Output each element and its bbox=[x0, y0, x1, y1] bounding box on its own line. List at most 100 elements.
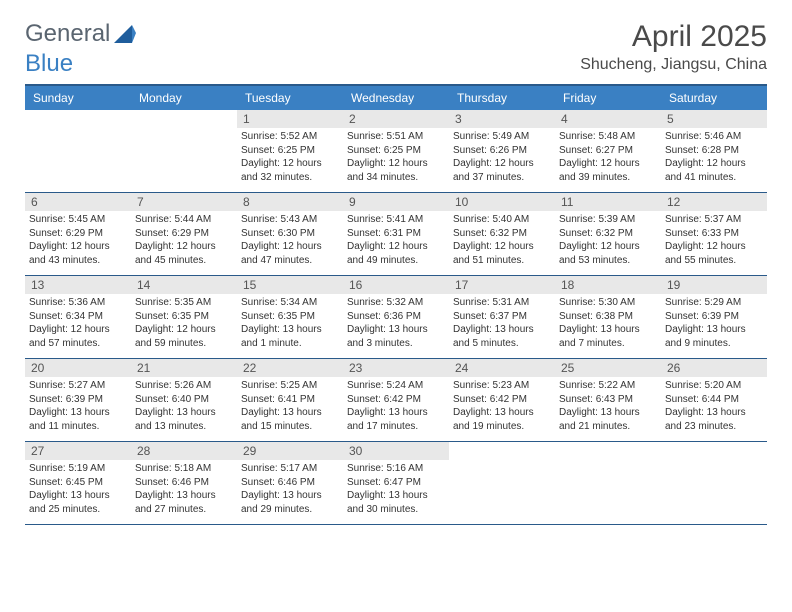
calendar-cell: 8Sunrise: 5:43 AMSunset: 6:30 PMDaylight… bbox=[237, 193, 343, 276]
day-details: Sunrise: 5:32 AMSunset: 6:36 PMDaylight:… bbox=[343, 294, 449, 352]
calendar-cell: 3Sunrise: 5:49 AMSunset: 6:26 PMDaylight… bbox=[449, 110, 555, 193]
daylight: Daylight: 12 hours and 51 minutes. bbox=[453, 240, 549, 267]
calendar-cell: 9Sunrise: 5:41 AMSunset: 6:31 PMDaylight… bbox=[343, 193, 449, 276]
daylight: Daylight: 13 hours and 11 minutes. bbox=[29, 406, 125, 433]
day-number: 5 bbox=[661, 110, 767, 128]
sunrise: Sunrise: 5:30 AM bbox=[559, 296, 655, 310]
sunrise: Sunrise: 5:51 AM bbox=[347, 130, 443, 144]
sunset: Sunset: 6:30 PM bbox=[241, 227, 337, 241]
day-details: Sunrise: 5:40 AMSunset: 6:32 PMDaylight:… bbox=[449, 211, 555, 269]
col-wednesday: Wednesday bbox=[343, 85, 449, 110]
sunset: Sunset: 6:32 PM bbox=[453, 227, 549, 241]
sunset: Sunset: 6:39 PM bbox=[29, 393, 125, 407]
day-number: 22 bbox=[237, 359, 343, 377]
sunrise: Sunrise: 5:48 AM bbox=[559, 130, 655, 144]
day-number: 9 bbox=[343, 193, 449, 211]
col-sunday: Sunday bbox=[25, 85, 131, 110]
daylight: Daylight: 12 hours and 55 minutes. bbox=[665, 240, 761, 267]
calendar-cell: 5Sunrise: 5:46 AMSunset: 6:28 PMDaylight… bbox=[661, 110, 767, 193]
day-number: 21 bbox=[131, 359, 237, 377]
day-details: Sunrise: 5:30 AMSunset: 6:38 PMDaylight:… bbox=[555, 294, 661, 352]
daylight: Daylight: 13 hours and 3 minutes. bbox=[347, 323, 443, 350]
calendar-cell: 11Sunrise: 5:39 AMSunset: 6:32 PMDayligh… bbox=[555, 193, 661, 276]
daylight: Daylight: 13 hours and 15 minutes. bbox=[241, 406, 337, 433]
sunrise: Sunrise: 5:36 AM bbox=[29, 296, 125, 310]
sunset: Sunset: 6:36 PM bbox=[347, 310, 443, 324]
day-details: Sunrise: 5:37 AMSunset: 6:33 PMDaylight:… bbox=[661, 211, 767, 269]
day-details: Sunrise: 5:45 AMSunset: 6:29 PMDaylight:… bbox=[25, 211, 131, 269]
day-number: 7 bbox=[131, 193, 237, 211]
sunset: Sunset: 6:27 PM bbox=[559, 144, 655, 158]
sunset: Sunset: 6:34 PM bbox=[29, 310, 125, 324]
day-details: Sunrise: 5:44 AMSunset: 6:29 PMDaylight:… bbox=[131, 211, 237, 269]
daylight: Daylight: 12 hours and 45 minutes. bbox=[135, 240, 231, 267]
daylight: Daylight: 12 hours and 41 minutes. bbox=[665, 157, 761, 184]
calendar-cell: 16Sunrise: 5:32 AMSunset: 6:36 PMDayligh… bbox=[343, 276, 449, 359]
day-number: 18 bbox=[555, 276, 661, 294]
day-number: 4 bbox=[555, 110, 661, 128]
sunrise: Sunrise: 5:39 AM bbox=[559, 213, 655, 227]
calendar-week: 20Sunrise: 5:27 AMSunset: 6:39 PMDayligh… bbox=[25, 359, 767, 442]
day-number: 16 bbox=[343, 276, 449, 294]
sunrise: Sunrise: 5:29 AM bbox=[665, 296, 761, 310]
sunrise: Sunrise: 5:17 AM bbox=[241, 462, 337, 476]
day-number: 6 bbox=[25, 193, 131, 211]
daylight: Daylight: 12 hours and 34 minutes. bbox=[347, 157, 443, 184]
calendar-table: Sunday Monday Tuesday Wednesday Thursday… bbox=[25, 84, 767, 525]
calendar-cell: 4Sunrise: 5:48 AMSunset: 6:27 PMDaylight… bbox=[555, 110, 661, 193]
col-thursday: Thursday bbox=[449, 85, 555, 110]
day-number: 23 bbox=[343, 359, 449, 377]
day-number: 13 bbox=[25, 276, 131, 294]
sunset: Sunset: 6:45 PM bbox=[29, 476, 125, 490]
sunrise: Sunrise: 5:24 AM bbox=[347, 379, 443, 393]
sunrise: Sunrise: 5:27 AM bbox=[29, 379, 125, 393]
calendar-cell: 7Sunrise: 5:44 AMSunset: 6:29 PMDaylight… bbox=[131, 193, 237, 276]
day-number: 15 bbox=[237, 276, 343, 294]
calendar-cell: 27Sunrise: 5:19 AMSunset: 6:45 PMDayligh… bbox=[25, 442, 131, 525]
calendar-week: 13 Sunrise: 5:36 AMSunset: 6:34 PM Dayligh… bbox=[25, 276, 767, 359]
sunset: Sunset: 6:26 PM bbox=[453, 144, 549, 158]
header-row: Sunday Monday Tuesday Wednesday Thursday… bbox=[25, 85, 767, 110]
sunset: Sunset: 6:35 PM bbox=[241, 310, 337, 324]
daylight: Daylight: 12 hours and 43 minutes. bbox=[29, 240, 125, 267]
sunset: Sunset: 6:46 PM bbox=[241, 476, 337, 490]
sunrise: Sunrise: 5:44 AM bbox=[135, 213, 231, 227]
calendar-cell bbox=[661, 442, 767, 525]
logo-triangle-icon bbox=[114, 25, 136, 43]
sunset: Sunset: 6:29 PM bbox=[29, 227, 125, 241]
day-number: 8 bbox=[237, 193, 343, 211]
sunset: Sunset: 6:32 PM bbox=[559, 227, 655, 241]
sunset: Sunset: 6:29 PM bbox=[135, 227, 231, 241]
logo-text-1: General bbox=[25, 20, 110, 48]
sunset: Sunset: 6:39 PM bbox=[665, 310, 761, 324]
daylight: Daylight: 12 hours and 49 minutes. bbox=[347, 240, 443, 267]
calendar-cell: 2Sunrise: 5:51 AMSunset: 6:25 PMDaylight… bbox=[343, 110, 449, 193]
sunset: Sunset: 6:42 PM bbox=[347, 393, 443, 407]
sunset: Sunset: 6:44 PM bbox=[665, 393, 761, 407]
daylight: Daylight: 13 hours and 19 minutes. bbox=[453, 406, 549, 433]
calendar-cell bbox=[131, 110, 237, 193]
day-number: 11 bbox=[555, 193, 661, 211]
sunrise: Sunrise: 5:18 AM bbox=[135, 462, 231, 476]
daylight: Daylight: 13 hours and 7 minutes. bbox=[559, 323, 655, 350]
calendar-cell: 6Sunrise: 5:45 AMSunset: 6:29 PMDaylight… bbox=[25, 193, 131, 276]
sunrise: Sunrise: 5:22 AM bbox=[559, 379, 655, 393]
daylight: Daylight: 12 hours and 59 minutes. bbox=[135, 323, 231, 350]
sunrise: Sunrise: 5:31 AM bbox=[453, 296, 549, 310]
calendar-cell bbox=[555, 442, 661, 525]
calendar-cell: 14Sunrise: 5:35 AMSunset: 6:35 PMDayligh… bbox=[131, 276, 237, 359]
col-saturday: Saturday bbox=[661, 85, 767, 110]
calendar-week: 27Sunrise: 5:19 AMSunset: 6:45 PMDayligh… bbox=[25, 442, 767, 525]
daylight: Daylight: 13 hours and 25 minutes. bbox=[29, 489, 125, 516]
daylight: Daylight: 13 hours and 9 minutes. bbox=[665, 323, 761, 350]
sunset: Sunset: 6:46 PM bbox=[135, 476, 231, 490]
day-details: Sunrise: 5:27 AMSunset: 6:39 PMDaylight:… bbox=[25, 377, 131, 435]
sunrise: Sunrise: 5:25 AM bbox=[241, 379, 337, 393]
calendar-cell: 20Sunrise: 5:27 AMSunset: 6:39 PMDayligh… bbox=[25, 359, 131, 442]
calendar-cell: 17Sunrise: 5:31 AMSunset: 6:37 PMDayligh… bbox=[449, 276, 555, 359]
daylight: Daylight: 13 hours and 29 minutes. bbox=[241, 489, 337, 516]
day-details: Sunrise: 5:23 AMSunset: 6:42 PMDaylight:… bbox=[449, 377, 555, 435]
day-details: Sunrise: 5:51 AMSunset: 6:25 PMDaylight:… bbox=[343, 128, 449, 186]
day-number: 24 bbox=[449, 359, 555, 377]
day-details: Sunrise: 5:25 AMSunset: 6:41 PMDaylight:… bbox=[237, 377, 343, 435]
